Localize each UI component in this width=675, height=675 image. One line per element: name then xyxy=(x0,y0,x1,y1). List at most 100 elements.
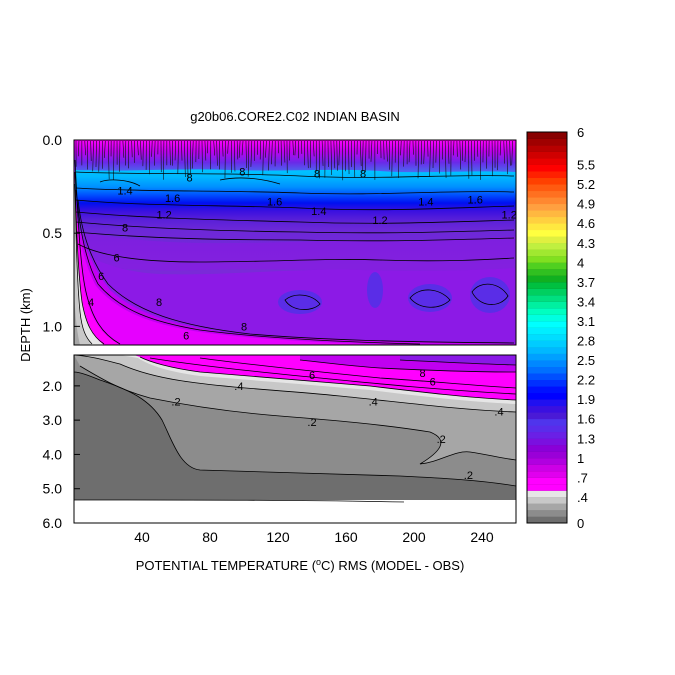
contour-label: .4 xyxy=(494,407,503,419)
noise-mark xyxy=(365,140,367,172)
upper-contour-lines xyxy=(74,159,515,345)
contour-label: 1.4 xyxy=(117,185,132,197)
y-axis-label: DEPTH (km) xyxy=(18,288,33,362)
contour-label: 8 xyxy=(360,169,366,181)
colorbar-segment xyxy=(527,203,567,211)
contour-label: .4 xyxy=(234,381,243,393)
noise-mark xyxy=(391,140,393,177)
noise-mark xyxy=(453,140,455,156)
contour-label: 8 xyxy=(314,169,320,181)
colorbar-segment xyxy=(527,268,567,276)
noise-mark xyxy=(333,140,336,169)
lower-frame xyxy=(73,354,517,524)
colorbar-segment xyxy=(527,242,567,250)
colorbar-segment xyxy=(527,379,567,387)
colorbar-segment xyxy=(527,184,567,192)
contour-label: .2 xyxy=(307,417,316,429)
x-axis: 40 80 120 160 200 240 xyxy=(74,502,516,545)
noise-mark xyxy=(213,140,215,156)
colorbar-segment xyxy=(527,301,567,309)
colorbar-segment xyxy=(527,151,567,159)
x-tick-label: 240 xyxy=(470,529,494,545)
noise-mark xyxy=(227,140,229,154)
noise-mark xyxy=(169,140,171,166)
colorbar-segment xyxy=(527,451,567,459)
y-tick-label: 5.0 xyxy=(43,481,63,497)
y-axis-upper: 0.0 0.5 1.0 xyxy=(43,132,80,334)
noise-mark xyxy=(348,140,350,175)
noise-mark xyxy=(511,140,513,166)
x-tick-label: 160 xyxy=(334,529,358,545)
colorbar-segment xyxy=(527,464,567,472)
noise-mark xyxy=(104,140,106,158)
colorbar-label: .4 xyxy=(577,490,588,505)
x-tick-label: 200 xyxy=(402,529,426,545)
noise-mark xyxy=(122,140,125,158)
colorbar-segment xyxy=(527,334,567,341)
noise-mark xyxy=(359,140,362,167)
noise-mark xyxy=(92,140,94,172)
colorbar-segment xyxy=(527,392,567,400)
noise-mark xyxy=(292,140,294,156)
colorbar-segment xyxy=(527,457,567,465)
noise-mark xyxy=(151,140,153,157)
y-tick-label: 4.0 xyxy=(43,446,63,462)
colorbar-segment xyxy=(527,470,567,478)
noise-mark xyxy=(153,140,156,166)
noise-mark xyxy=(84,140,86,156)
colorbar-segment xyxy=(527,347,567,354)
contour-label: 1.4 xyxy=(311,206,326,218)
contour-label: 1.6 xyxy=(267,197,282,209)
colorbar-segment xyxy=(527,320,567,328)
noise-mark xyxy=(250,140,253,167)
magenta-zone-2 xyxy=(74,200,420,345)
contour-label: .4 xyxy=(369,396,378,408)
noise-mark xyxy=(238,140,241,158)
colorbar-segment xyxy=(527,229,567,237)
mid-band xyxy=(74,230,516,277)
noise-mark xyxy=(429,140,431,177)
noise-mark xyxy=(265,140,267,158)
noise-mark xyxy=(124,140,127,166)
colorbar-label: 4 xyxy=(577,255,584,270)
noise-mark xyxy=(142,140,144,167)
noise-mark xyxy=(321,140,324,166)
colorbar-segment xyxy=(527,327,567,335)
lower-contour-lines xyxy=(74,355,516,503)
contour-label: 8 xyxy=(187,172,193,184)
noise-mark xyxy=(216,140,218,166)
colorbar-label: 6 xyxy=(577,125,584,140)
colorbar-segment xyxy=(527,138,567,146)
colorbar-segment xyxy=(527,262,567,270)
colorbar-segment xyxy=(527,171,567,179)
contour-label: 8 xyxy=(241,321,247,333)
noise-mark xyxy=(506,140,508,175)
noise-mark xyxy=(95,140,97,167)
colorbar-segment xyxy=(527,223,567,231)
lower-contour-labels: 6 86.4.4.4.2.2.2.2 xyxy=(171,368,503,482)
surface-band xyxy=(74,140,516,173)
colorbar-segment xyxy=(527,190,567,198)
colorbar-segment xyxy=(527,294,567,302)
noise-mark xyxy=(90,140,92,161)
colorbar-label: 1.9 xyxy=(577,392,595,407)
noise-mark xyxy=(435,140,437,163)
colorbar-label: 2.8 xyxy=(577,334,595,349)
colorbar-segment xyxy=(527,249,567,257)
noise-mark xyxy=(509,140,511,166)
colorbar-segment xyxy=(527,438,567,446)
noise-mark xyxy=(459,140,462,170)
colorbar-segment xyxy=(527,275,567,283)
contour-label: 8 xyxy=(419,368,425,380)
y-axis-lower: 2.0 3.0 4.0 5.0 6.0 xyxy=(43,378,80,531)
colorbar-segment xyxy=(527,197,567,205)
noise-mark xyxy=(187,140,189,179)
noise-mark xyxy=(386,140,388,162)
colorbar-segment xyxy=(527,366,567,374)
noise-mark xyxy=(78,140,80,157)
colorbar-segment xyxy=(527,145,567,152)
colorbar-label: 4.3 xyxy=(577,236,595,251)
noise-mark xyxy=(307,140,309,169)
colorbar-frame xyxy=(526,131,568,524)
